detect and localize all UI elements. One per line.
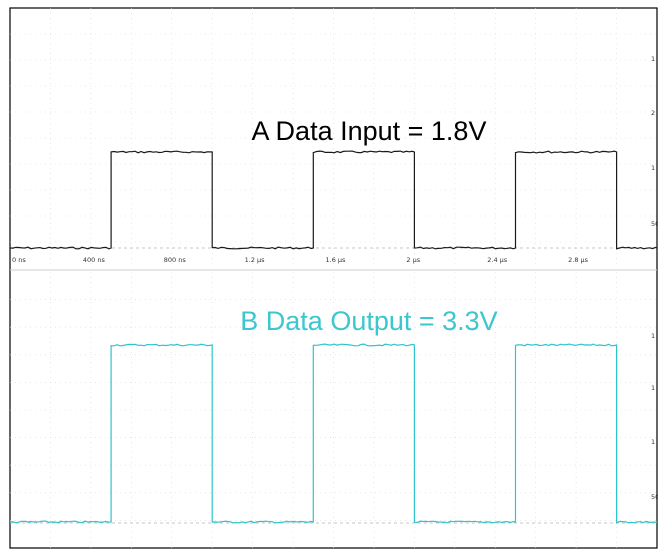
x-tick-label: 2.4 µs: [487, 256, 508, 264]
x-axis-ticks: 0 ns 400 ns 800 ns 1.2 µs 1.6 µs 2 µs 2.4 µs 2.…: [12, 256, 589, 264]
trace-a-data-input: [9, 150, 658, 250]
grid-top: [10, 8, 657, 268]
right-scale-label: 1: [651, 332, 655, 340]
right-scale-label: 1: [651, 164, 655, 172]
x-tick-label: 0 ns: [12, 256, 26, 264]
right-scale-label: 1: [651, 55, 655, 63]
x-tick-label: 1.2 µs: [245, 256, 266, 264]
trace-b-data-output: [9, 343, 658, 524]
right-scale-label: 1: [651, 384, 655, 392]
right-scale-label: 500: [651, 220, 658, 228]
x-tick-label: 1.6 µs: [326, 256, 347, 264]
x-tick-label: 2.8 µs: [568, 256, 589, 264]
right-labels-bottom: 1 1 1 500: [651, 332, 658, 501]
x-tick-label: 2 µs: [406, 256, 420, 264]
right-labels-top: 1 2 1 500: [651, 55, 658, 228]
right-scale-label: 2: [651, 109, 655, 117]
annotation-b: B Data Output = 3.3V: [240, 306, 497, 336]
x-tick-label: 800 ns: [164, 256, 187, 264]
annotation-a: A Data Input = 1.8V: [252, 116, 487, 146]
right-scale-label: 500: [651, 493, 658, 501]
x-tick-label: 400 ns: [83, 256, 106, 264]
right-scale-label: 1: [651, 438, 655, 446]
